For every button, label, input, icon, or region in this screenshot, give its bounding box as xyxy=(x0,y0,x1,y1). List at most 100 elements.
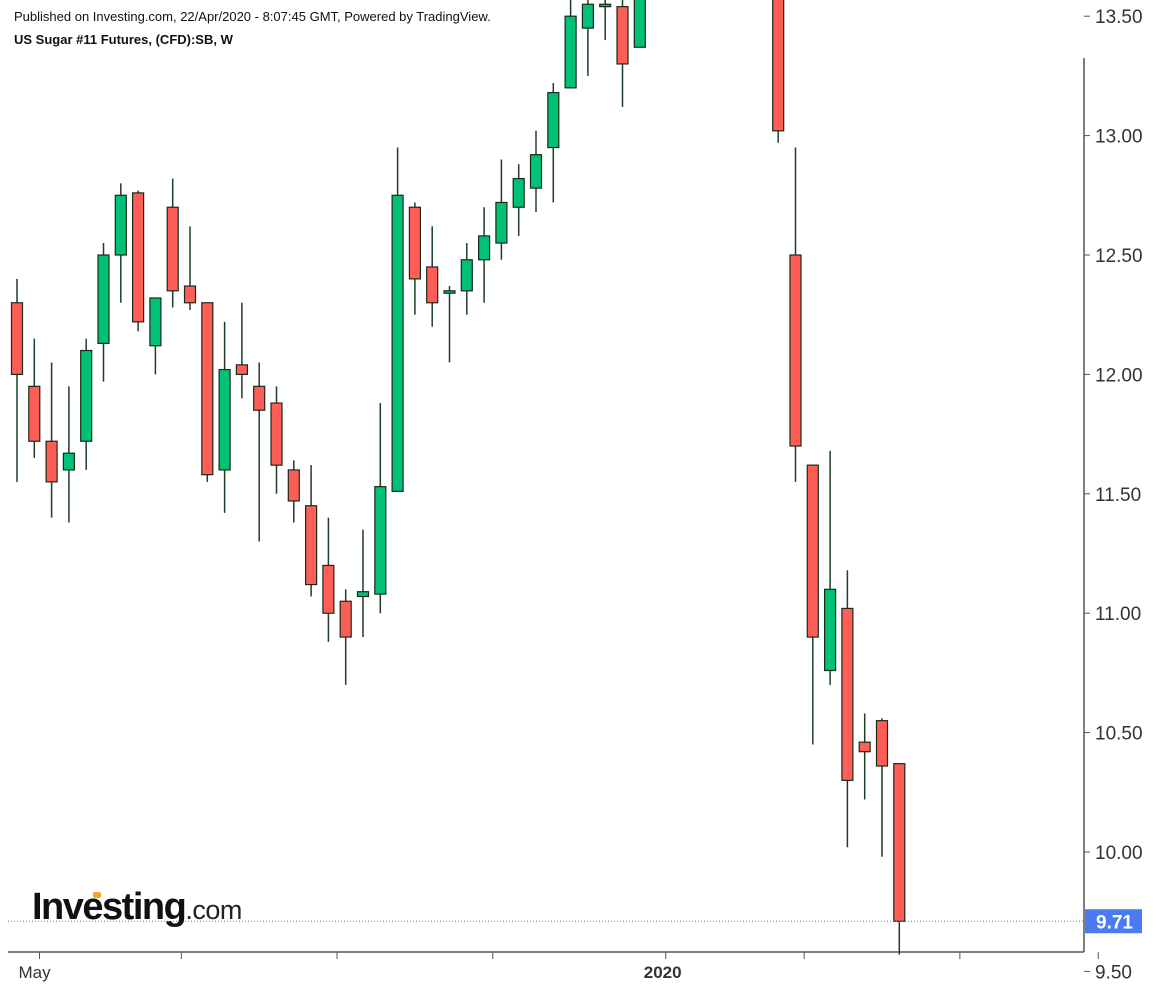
candle xyxy=(270,386,283,494)
candle xyxy=(97,243,110,382)
candle xyxy=(495,159,508,260)
candle xyxy=(858,713,871,800)
candle-body-down xyxy=(253,385,266,411)
candle xyxy=(114,183,127,303)
candle xyxy=(772,0,785,143)
candle xyxy=(823,450,837,685)
candle xyxy=(287,460,300,523)
candle-body-up xyxy=(391,194,404,493)
logo-accent-mark xyxy=(93,892,101,898)
candle-body-down xyxy=(166,206,179,292)
last-price-label: 9.71 xyxy=(1096,912,1133,933)
candle xyxy=(875,718,889,857)
candle xyxy=(356,529,370,638)
candle-body-down xyxy=(408,206,421,280)
price-tick-label: 10.50 xyxy=(1095,724,1143,745)
candle xyxy=(789,147,802,482)
candle xyxy=(426,226,439,327)
candle-body-down xyxy=(183,285,197,304)
price-tick-label: 9.50 xyxy=(1095,962,1132,983)
candle-body-up xyxy=(599,3,612,8)
candle xyxy=(408,202,421,315)
candle xyxy=(806,464,819,745)
candle-body-up xyxy=(823,588,837,672)
candle-body-down xyxy=(132,192,145,323)
candle xyxy=(478,207,491,303)
candle-body-up xyxy=(443,290,456,294)
candle-body-down xyxy=(616,6,629,65)
candle xyxy=(374,403,387,614)
candle-body-down xyxy=(893,763,906,922)
candle-body-down xyxy=(789,254,802,447)
candle-body-up xyxy=(495,201,508,244)
candle-body-up xyxy=(374,486,387,595)
price-tick-label: 10.00 xyxy=(1095,843,1143,864)
candle xyxy=(893,763,906,955)
candle xyxy=(633,0,646,48)
candle-body-up xyxy=(512,177,525,208)
last-price-marker: 9.71 xyxy=(8,909,1142,934)
candle xyxy=(841,570,854,848)
time-tick-label: 2020 xyxy=(644,963,682,982)
candle xyxy=(512,164,525,236)
candle-body-down xyxy=(45,440,58,483)
logo-main-text: Investing xyxy=(32,886,187,928)
candle xyxy=(28,338,41,458)
price-tick-label: 12.00 xyxy=(1095,365,1143,386)
candle-body-down xyxy=(426,266,439,304)
time-tick-label: May xyxy=(18,963,51,982)
candle-body-up xyxy=(80,349,93,442)
investing-logo: Investing.com xyxy=(32,886,242,929)
candle-body-down xyxy=(270,402,283,466)
candle-body-up xyxy=(547,92,560,149)
candle xyxy=(564,0,577,89)
candle-body-down xyxy=(772,0,785,132)
candle xyxy=(253,362,266,542)
candle-body-down xyxy=(875,720,889,767)
candle-body-down xyxy=(201,302,214,476)
candle-body-up xyxy=(218,369,231,471)
candle-body-up xyxy=(529,154,543,189)
candle-body-down xyxy=(858,741,871,753)
candle-body-down xyxy=(28,385,41,442)
candle xyxy=(339,589,352,685)
candle xyxy=(391,147,404,493)
candle-body-down xyxy=(322,564,335,614)
price-tick-label: 11.00 xyxy=(1095,604,1141,625)
candle xyxy=(218,321,231,513)
candle xyxy=(45,362,58,518)
price-tick-label: 11.50 xyxy=(1095,485,1141,506)
candle-body-up xyxy=(114,194,127,256)
candle xyxy=(529,130,543,213)
candle xyxy=(547,83,560,203)
candle xyxy=(80,338,93,470)
candle xyxy=(322,517,335,642)
candle xyxy=(10,278,24,482)
candle xyxy=(166,178,179,308)
last-price-badge xyxy=(1085,909,1142,934)
candle xyxy=(581,0,595,76)
price-axis: 16.5016.0015.5015.0014.5014.0013.5013.00… xyxy=(1084,7,1143,983)
time-axis: May 2020 xyxy=(18,952,1099,982)
price-tick-label: 12.50 xyxy=(1095,246,1143,267)
candle-body-down xyxy=(305,505,318,586)
candle-body-up xyxy=(478,235,491,261)
candle-body-up xyxy=(633,0,646,48)
candle xyxy=(460,243,473,315)
candle xyxy=(443,286,456,363)
candle xyxy=(149,297,162,375)
candle-body-up xyxy=(581,3,595,29)
candle xyxy=(62,386,76,523)
price-tick-label: 13.00 xyxy=(1095,127,1143,148)
candle xyxy=(201,302,214,482)
candle-body-down xyxy=(806,464,819,638)
candle xyxy=(599,0,612,41)
candle-body-up xyxy=(62,452,76,471)
candle xyxy=(183,226,197,310)
axes-layer xyxy=(8,58,1085,953)
candle xyxy=(616,0,629,107)
chart-title: US Sugar #11 Futures, (CFD):SB, W xyxy=(14,32,233,47)
candle-body-up xyxy=(356,591,370,598)
candle-body-up xyxy=(460,259,473,292)
